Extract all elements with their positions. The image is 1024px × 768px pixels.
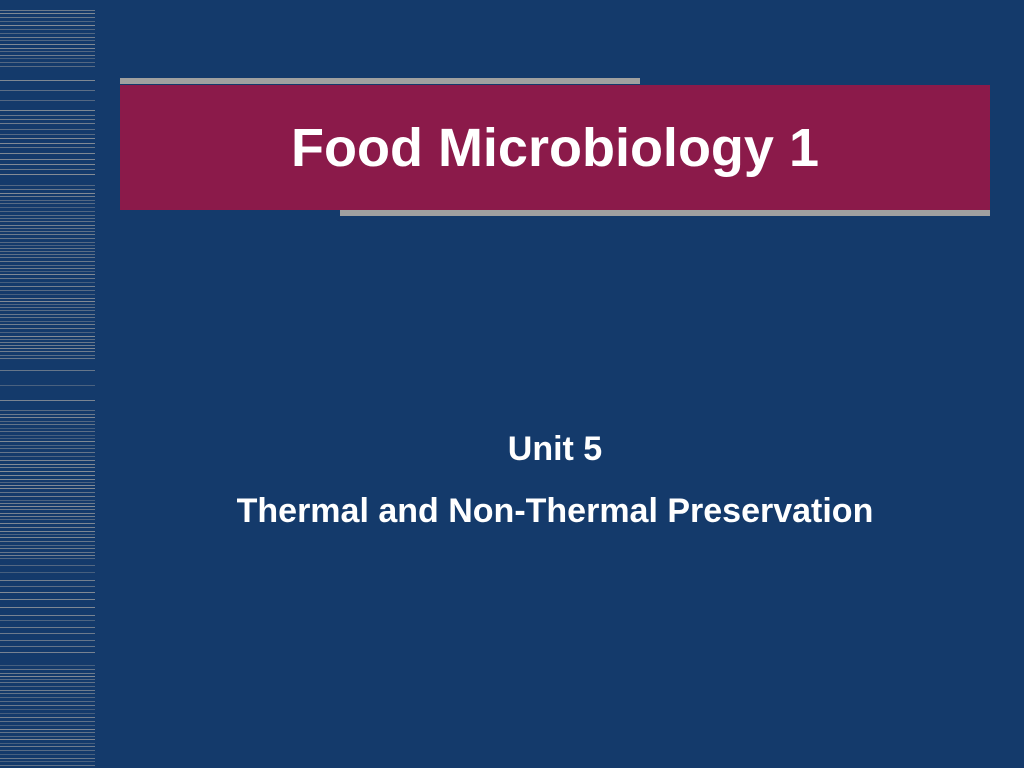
slide-title: Food Microbiology 1 [291,117,819,179]
title-box: Food Microbiology 1 [120,85,990,210]
slide-subtitle: Thermal and Non-Thermal Preservation [120,489,990,535]
title-bottom-accent-line [340,210,990,216]
decorative-left-stripes [0,0,95,768]
title-top-accent-line [120,78,640,84]
unit-label: Unit 5 [120,430,990,469]
subtitle-area: Unit 5 Thermal and Non-Thermal Preservat… [120,430,990,535]
